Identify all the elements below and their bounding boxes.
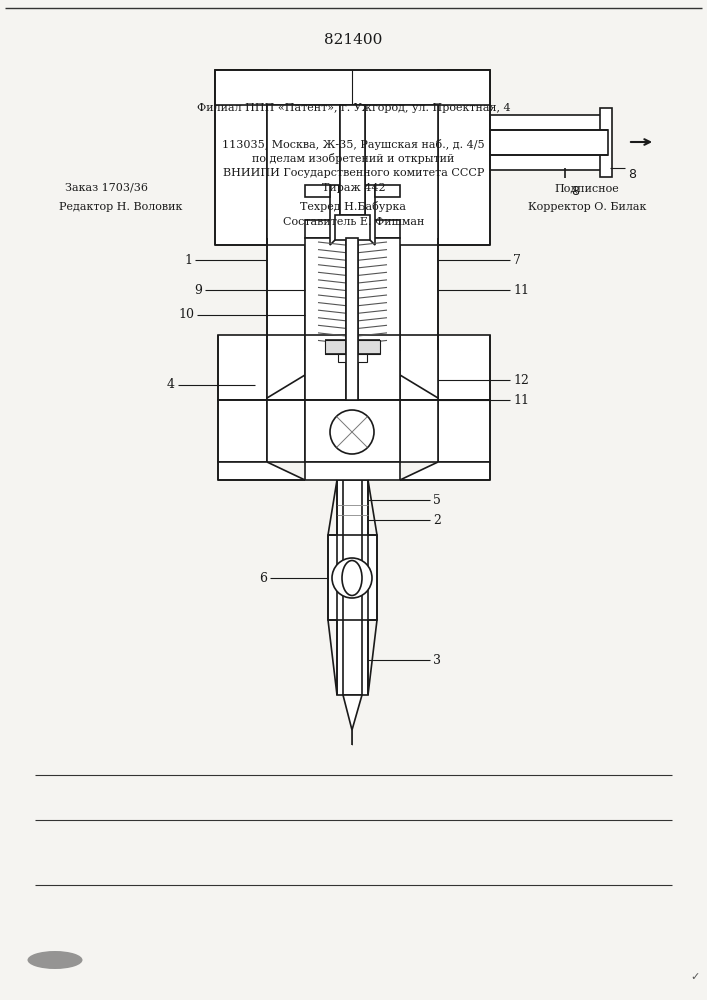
Text: Техред Н.Бабурка: Техред Н.Бабурка	[300, 202, 407, 213]
Bar	[400, 400, 438, 462]
Bar	[346, 238, 358, 400]
Bar	[218, 400, 267, 462]
Text: 821400: 821400	[324, 33, 382, 47]
Text: 5: 5	[433, 493, 441, 506]
Bar	[305, 185, 330, 197]
Bar	[218, 400, 267, 462]
Bar	[400, 335, 438, 400]
Text: 6: 6	[259, 572, 267, 584]
Polygon shape	[365, 185, 375, 245]
Circle shape	[332, 558, 372, 598]
Bar	[267, 220, 305, 238]
Text: 11: 11	[513, 284, 529, 296]
Bar	[215, 70, 490, 105]
Circle shape	[330, 410, 374, 454]
Text: ВНИИПИ Государственного комитета СССР: ВНИИПИ Государственного комитета СССР	[223, 168, 484, 178]
Polygon shape	[218, 462, 305, 480]
Polygon shape	[330, 185, 340, 245]
Text: 8: 8	[628, 168, 636, 182]
Text: 10: 10	[178, 308, 194, 322]
Polygon shape	[305, 220, 400, 238]
Bar	[375, 185, 400, 197]
Bar	[267, 400, 305, 462]
Bar	[267, 238, 305, 350]
Bar	[215, 70, 267, 245]
Text: 1: 1	[184, 253, 192, 266]
Bar	[438, 335, 490, 400]
Bar	[400, 238, 438, 350]
Ellipse shape	[342, 560, 362, 595]
Text: Редактор Н. Воловик: Редактор Н. Воловик	[59, 202, 182, 212]
Bar	[267, 400, 305, 462]
Text: по делам изобретений и открытий: по делам изобретений и открытий	[252, 153, 455, 164]
Bar	[438, 70, 490, 245]
Text: 8: 8	[571, 185, 579, 198]
Text: 11: 11	[513, 393, 529, 406]
Text: 3: 3	[433, 654, 441, 666]
Text: Подписное: Подписное	[554, 183, 619, 193]
Text: 9: 9	[194, 284, 202, 296]
Bar	[218, 335, 267, 400]
Bar	[490, 115, 610, 170]
Text: Филиал ППП «Патент», г. Ужгород, ул. Проектная, 4: Филиал ППП «Патент», г. Ужгород, ул. Про…	[197, 103, 510, 113]
Text: Составитель Е. Фишман: Составитель Е. Фишман	[283, 217, 424, 227]
Bar	[400, 335, 438, 400]
Bar	[267, 105, 438, 245]
Bar	[305, 462, 400, 480]
Text: Корректор О. Билак: Корректор О. Билак	[527, 202, 646, 212]
Text: Тираж 442: Тираж 442	[322, 183, 385, 193]
Bar	[375, 185, 400, 197]
Bar	[438, 335, 490, 400]
Text: 4: 4	[167, 378, 175, 391]
Polygon shape	[267, 375, 305, 400]
Polygon shape	[343, 695, 362, 730]
Polygon shape	[400, 375, 438, 400]
Bar	[267, 238, 305, 350]
Text: 2: 2	[433, 514, 441, 526]
Bar	[218, 335, 267, 400]
Bar	[400, 220, 438, 238]
Bar	[438, 400, 490, 462]
Bar	[305, 335, 400, 400]
Bar	[267, 220, 305, 238]
Bar	[490, 130, 608, 155]
Ellipse shape	[28, 951, 83, 969]
Bar	[325, 340, 380, 354]
Bar	[337, 480, 368, 695]
Text: 12: 12	[513, 373, 529, 386]
Bar	[438, 400, 490, 462]
Bar	[490, 115, 610, 170]
Polygon shape	[400, 462, 490, 480]
Bar	[438, 70, 490, 245]
Bar	[600, 108, 612, 177]
Bar	[600, 108, 612, 177]
Bar	[400, 220, 438, 238]
Bar	[215, 70, 490, 105]
Bar	[328, 535, 377, 620]
Bar	[335, 215, 370, 240]
Text: Заказ 1703/36: Заказ 1703/36	[64, 183, 148, 193]
Bar	[305, 238, 400, 350]
Text: 7: 7	[513, 253, 521, 266]
Text: 113035, Москва, Ж-35, Раушская наб., д. 4/5: 113035, Москва, Ж-35, Раушская наб., д. …	[222, 139, 485, 150]
Bar	[267, 335, 305, 400]
Bar	[338, 354, 367, 362]
Bar	[267, 335, 305, 400]
Bar	[305, 185, 330, 197]
Bar	[215, 70, 267, 245]
Bar	[400, 400, 438, 462]
Text: ✓: ✓	[690, 972, 699, 982]
Bar	[305, 400, 400, 462]
Bar	[400, 238, 438, 350]
Bar	[340, 105, 365, 215]
